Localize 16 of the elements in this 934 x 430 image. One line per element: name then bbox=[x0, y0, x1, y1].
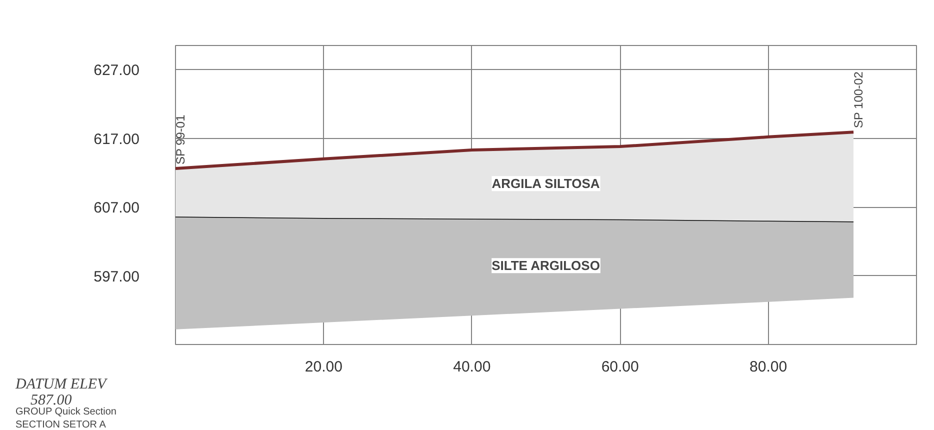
x-tick-label: 40.00 bbox=[453, 358, 491, 376]
x-tick-label: 80.00 bbox=[750, 358, 788, 376]
y-tick-label: 607.00 bbox=[94, 200, 140, 217]
y-tick-label: 617.00 bbox=[94, 130, 140, 148]
x-tick-label: 60.00 bbox=[601, 358, 639, 376]
annotation: SP 99-01 bbox=[174, 114, 188, 165]
text: ARGILA SILTOSA bbox=[492, 176, 600, 192]
y-tick-label: 627.00 bbox=[94, 62, 140, 80]
text: SECTION SETOR A bbox=[16, 420, 106, 430]
x-tick-label: 20.00 bbox=[304, 358, 342, 376]
text: SILTE ARGILOSO bbox=[492, 258, 600, 274]
annotation: SP 100-02 bbox=[852, 71, 866, 128]
text: GROUP Quick Section bbox=[16, 406, 116, 418]
text: 587.00 bbox=[30, 392, 72, 408]
text: DATUM ELEV bbox=[14, 376, 108, 392]
y-tick-label: 597.00 bbox=[94, 268, 140, 286]
